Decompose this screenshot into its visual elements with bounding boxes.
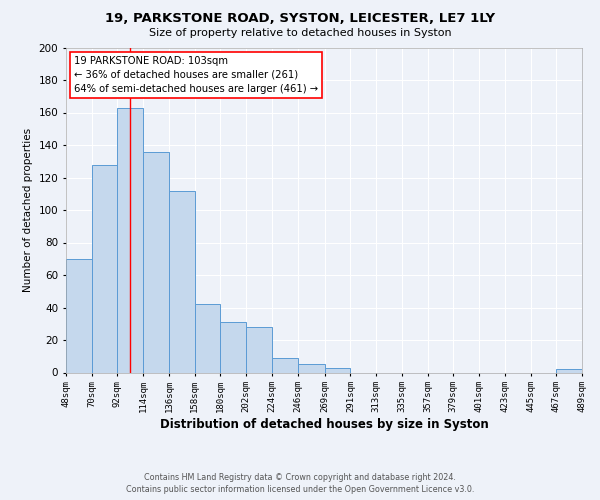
- X-axis label: Distribution of detached houses by size in Syston: Distribution of detached houses by size …: [160, 418, 488, 431]
- Bar: [246, 327, 272, 372]
- Bar: [195, 304, 220, 372]
- Bar: [298, 364, 325, 372]
- Bar: [118, 108, 143, 372]
- Bar: [143, 152, 169, 372]
- Y-axis label: Number of detached properties: Number of detached properties: [23, 128, 33, 292]
- Text: 19, PARKSTONE ROAD, SYSTON, LEICESTER, LE7 1LY: 19, PARKSTONE ROAD, SYSTON, LEICESTER, L…: [105, 12, 495, 26]
- Bar: [169, 190, 195, 372]
- Text: Contains HM Land Registry data © Crown copyright and database right 2024.
Contai: Contains HM Land Registry data © Crown c…: [126, 472, 474, 494]
- Text: Size of property relative to detached houses in Syston: Size of property relative to detached ho…: [149, 28, 451, 38]
- Bar: [220, 322, 246, 372]
- Bar: [272, 358, 298, 372]
- Bar: [92, 164, 118, 372]
- Bar: [556, 369, 582, 372]
- Bar: [66, 259, 92, 372]
- Text: 19 PARKSTONE ROAD: 103sqm
← 36% of detached houses are smaller (261)
64% of semi: 19 PARKSTONE ROAD: 103sqm ← 36% of detac…: [74, 56, 318, 94]
- Bar: [325, 368, 350, 372]
